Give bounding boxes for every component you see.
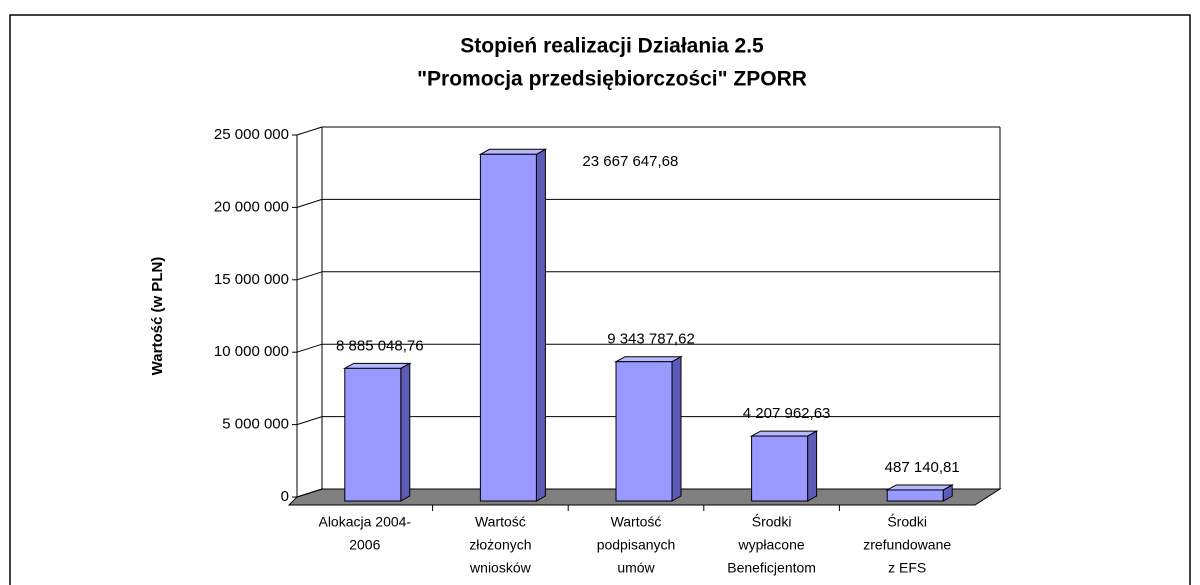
chart-title: Stopień realizacji Działania 2.5 — [460, 35, 764, 58]
y-tick-label: 20 000 000 — [214, 198, 289, 215]
bar-face — [807, 430, 818, 502]
data-label: 4 207 962,63 — [743, 405, 831, 422]
y-tick-label: 25 000 000 — [214, 126, 289, 143]
x-tick-label: podpisanych — [597, 537, 676, 553]
chart-frame — [9, 14, 1191, 585]
y-tick-label: 0 — [281, 488, 289, 505]
bar-face — [344, 367, 402, 502]
x-tick-label: Wartość — [611, 514, 662, 530]
grid-line — [296, 271, 323, 281]
x-tick-label: Środki — [752, 513, 792, 530]
data-label: 23 667 647,68 — [582, 153, 678, 170]
y-axis-title: Wartość (w PLN) — [149, 257, 166, 376]
x-tick-label: wniosków — [469, 560, 532, 576]
bar-face — [886, 489, 944, 502]
bar — [478, 148, 548, 502]
bar-face — [400, 362, 411, 502]
y-tick-label: 10 000 000 — [214, 343, 289, 360]
x-tick-label: złożonych — [469, 537, 531, 553]
chart-title: "Promocja przedsiębiorczości" ZPORR — [417, 68, 807, 91]
bar-face — [478, 148, 548, 155]
y-tick-label: 5 000 000 — [222, 416, 289, 433]
bar-face — [614, 356, 683, 363]
bar-face — [479, 153, 537, 502]
bar-face — [885, 484, 955, 491]
grid-line — [296, 416, 323, 426]
bar-face — [749, 430, 819, 437]
bar-face — [671, 355, 682, 502]
grid-line — [296, 198, 323, 208]
grid-line — [296, 126, 323, 136]
x-tick-label: Środki — [887, 513, 927, 530]
x-tick-label: umów — [617, 560, 655, 576]
x-tick-label: zrefundowane — [863, 537, 951, 553]
x-tick-label: wypłacone — [738, 537, 805, 553]
bar — [342, 362, 412, 502]
x-tick-label: 2006 — [349, 537, 380, 553]
x-tick-label: Beneficjentom — [727, 560, 816, 576]
bar — [614, 355, 683, 502]
x-tick-label: Wartość — [475, 514, 526, 530]
grid-line — [296, 343, 323, 353]
x-tick-label: Alokacja 2004- — [318, 514, 411, 530]
data-label: 8 885 048,76 — [336, 337, 424, 354]
bar-face — [751, 435, 809, 502]
bar — [885, 484, 955, 502]
bar-face — [535, 148, 546, 502]
grid-line — [296, 488, 323, 498]
bar-face — [615, 361, 673, 502]
data-label: 487 140,81 — [885, 459, 960, 476]
bar — [749, 430, 819, 502]
data-label: 9 343 787,62 — [607, 331, 695, 348]
y-tick-label: 15 000 000 — [214, 271, 289, 288]
x-tick-label: z EFS — [888, 560, 926, 576]
bar-face — [342, 362, 412, 369]
